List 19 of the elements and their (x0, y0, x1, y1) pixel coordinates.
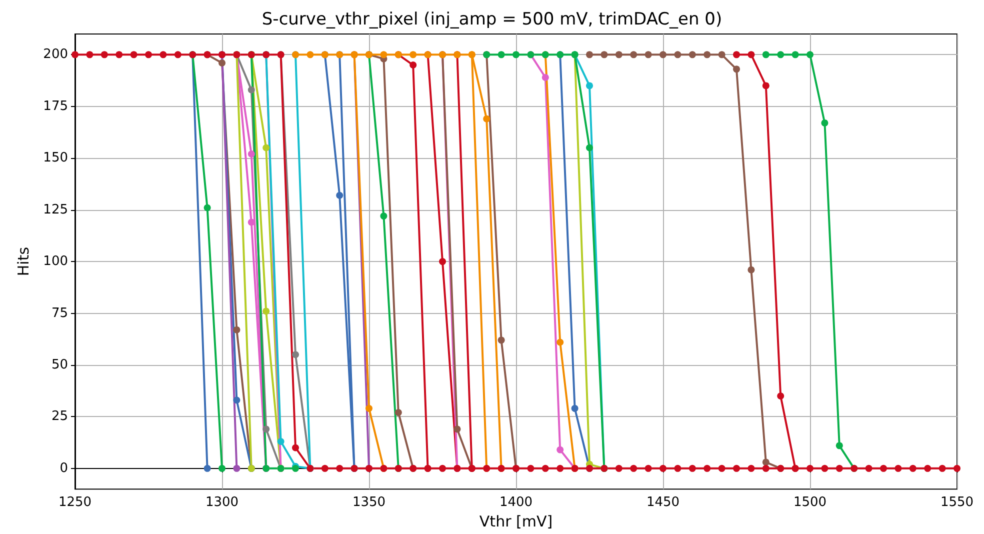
x-tick-label: 1250 (58, 495, 92, 510)
y-tick-label: 0 (60, 460, 68, 476)
x-tick-label: 1350 (352, 495, 386, 510)
y-tick-label: 25 (51, 409, 68, 424)
x-tick-label: 1300 (205, 495, 239, 510)
y-tick-label: 100 (43, 254, 68, 270)
y-tick-label: 125 (43, 202, 68, 218)
y-tick-label: 200 (43, 47, 68, 62)
x-tick-label: 1550 (940, 495, 974, 510)
chart-title: S-curve_vthr_pixel (inj_amp = 500 mV, trimDAC_en 0) (262, 10, 722, 30)
y-axis-title: Hits (14, 246, 32, 276)
x-tick-label: 1450 (646, 495, 680, 510)
x-tick-label: 1400 (499, 495, 533, 510)
y-tick-label: 150 (43, 150, 68, 166)
y-tick-label: 50 (51, 357, 68, 372)
y-tick-label: 175 (43, 98, 68, 114)
x-tick-label: 1500 (793, 495, 827, 510)
x-axis-title: Vthr [mV] (479, 512, 553, 530)
y-tick-label: 75 (51, 306, 68, 321)
